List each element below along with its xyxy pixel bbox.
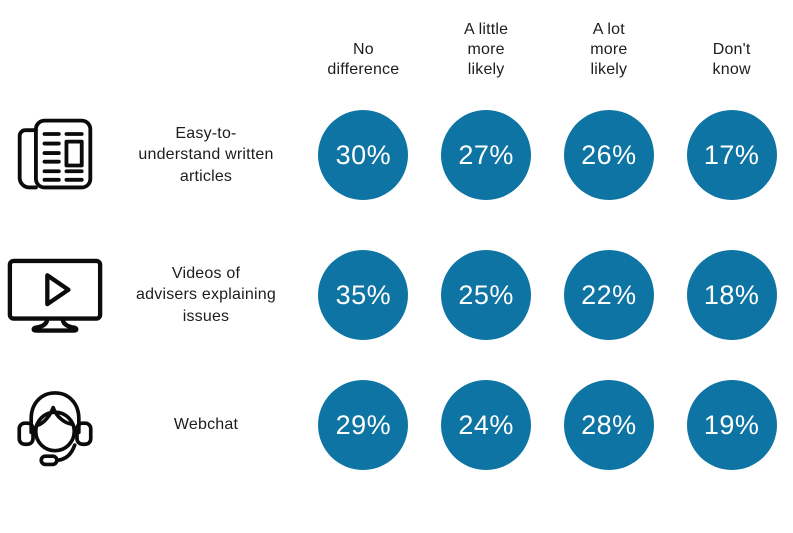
row-icon-cell	[0, 225, 110, 365]
value-circle: 19%	[686, 380, 777, 470]
newspaper-icon	[17, 118, 93, 190]
value-circle: 27%	[441, 110, 532, 200]
table-row-cell: 24%	[425, 365, 548, 485]
table-row-cell: 25%	[425, 225, 548, 365]
table-row-cell: 35%	[302, 225, 425, 365]
value-circle: 26%	[563, 110, 654, 200]
value-circle: 22%	[563, 250, 654, 340]
value-circle: 17%	[686, 110, 777, 200]
row-label-webchat: Webchat	[173, 416, 239, 434]
column-header-lot-more-likely: A lot more likely	[590, 20, 628, 78]
row-icon-cell	[0, 365, 110, 485]
headset-agent-icon	[17, 391, 93, 467]
table-row-cell: 28%	[548, 365, 671, 485]
header-spacer	[0, 0, 302, 85]
table-row-cell: 27%	[425, 85, 548, 225]
table-row-cell: 29%	[302, 365, 425, 485]
matrix-grid: No difference A little more likely A lot…	[0, 0, 793, 485]
video-monitor-icon	[7, 258, 103, 333]
row-icon-cell	[0, 85, 110, 225]
table-row-cell: 19%	[670, 365, 793, 485]
value-circle: 28%	[563, 380, 654, 470]
table-row-cell: 30%	[302, 85, 425, 225]
row-label-written-articles: Easy-to- understand written articles	[138, 125, 274, 185]
table-row-cell: 17%	[670, 85, 793, 225]
table-row-cell: 26%	[548, 85, 671, 225]
value-circle: 24%	[441, 380, 532, 470]
value-circle: 18%	[686, 250, 777, 340]
column-header-dont-know: Don't know	[712, 40, 751, 78]
column-header-no-difference: No difference	[327, 40, 400, 78]
value-circle: 29%	[318, 380, 409, 470]
value-circle: 30%	[318, 110, 409, 200]
value-circle: 25%	[441, 250, 532, 340]
row-label-videos: Videos of advisers explaining issues	[136, 265, 276, 325]
column-header-little-more-likely: A little more likely	[463, 20, 509, 78]
table-row-cell: 22%	[548, 225, 671, 365]
table-row-cell: 18%	[670, 225, 793, 365]
value-circle: 35%	[318, 250, 409, 340]
